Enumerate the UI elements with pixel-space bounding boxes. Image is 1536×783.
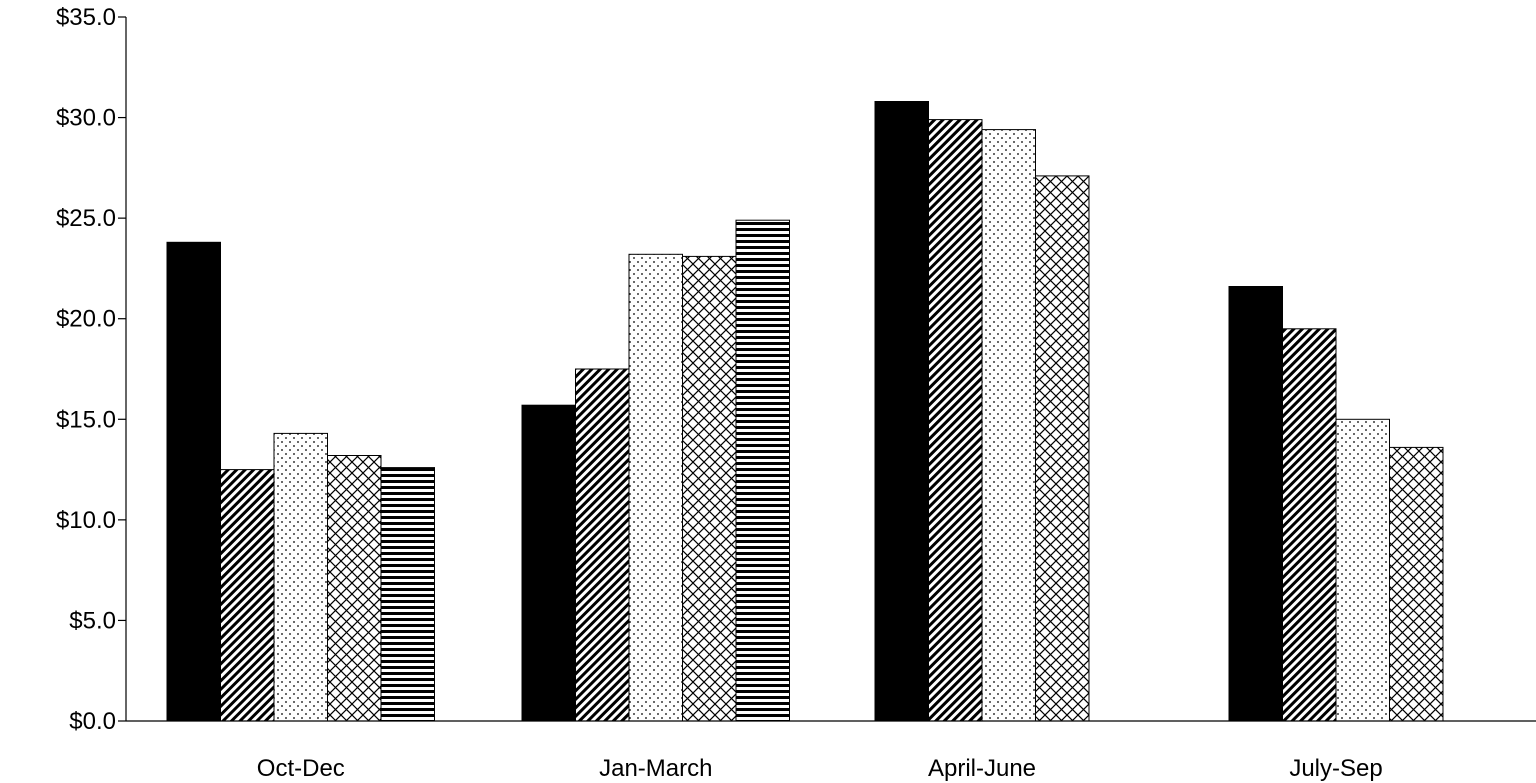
x-category-label: Jan-March: [599, 755, 712, 782]
bar-april-june-series-3: [981, 129, 1036, 722]
y-tick-label: $15.0: [56, 406, 116, 433]
bar-oct-dec-series-5: [380, 467, 435, 722]
bar-july-sep-series-4: [1389, 446, 1444, 722]
axes-group: [125, 17, 1536, 722]
y-tick-label: $10.0: [56, 507, 116, 534]
bar-jan-march-series-1: [521, 404, 576, 722]
x-axis-labels: Oct-Dec Jan-March April-June July-Sep: [257, 755, 1383, 782]
x-category-label: Oct-Dec: [257, 755, 345, 782]
bar-oct-dec-series-4: [327, 455, 382, 722]
bar-jan-march-series-5: [735, 219, 790, 722]
y-tick-label: $0.0: [69, 708, 116, 735]
bars-group: [166, 101, 1444, 722]
bar-april-june-series-1: [874, 101, 929, 722]
y-tick-label: $35.0: [56, 4, 116, 31]
bar-oct-dec-series-1: [166, 241, 221, 722]
bar-july-sep-series-3: [1335, 418, 1390, 722]
y-axis-ticks: $0.0 $5.0 $10.0 $15.0 $20.0 $25.0 $30.0 $35.0: [56, 4, 126, 735]
bar-july-sep-series-2: [1282, 328, 1337, 722]
bar-jan-march-series-3: [628, 253, 683, 722]
y-tick-label: $20.0: [56, 306, 116, 333]
y-tick-label: $25.0: [56, 205, 116, 232]
bar-april-june-series-2: [928, 119, 983, 722]
y-tick-label: $30.0: [56, 105, 116, 132]
bar-jan-march-series-2: [575, 368, 630, 722]
x-category-label: April-June: [928, 755, 1036, 782]
bar-oct-dec-series-3: [273, 432, 328, 722]
x-category-label: July-Sep: [1289, 755, 1382, 782]
bar-oct-dec-series-2: [220, 469, 275, 722]
bar-jan-march-series-4: [682, 255, 737, 722]
bar-april-june-series-4: [1035, 175, 1090, 722]
y-tick-label: $5.0: [69, 607, 116, 634]
bar-july-sep-series-1: [1228, 286, 1283, 722]
